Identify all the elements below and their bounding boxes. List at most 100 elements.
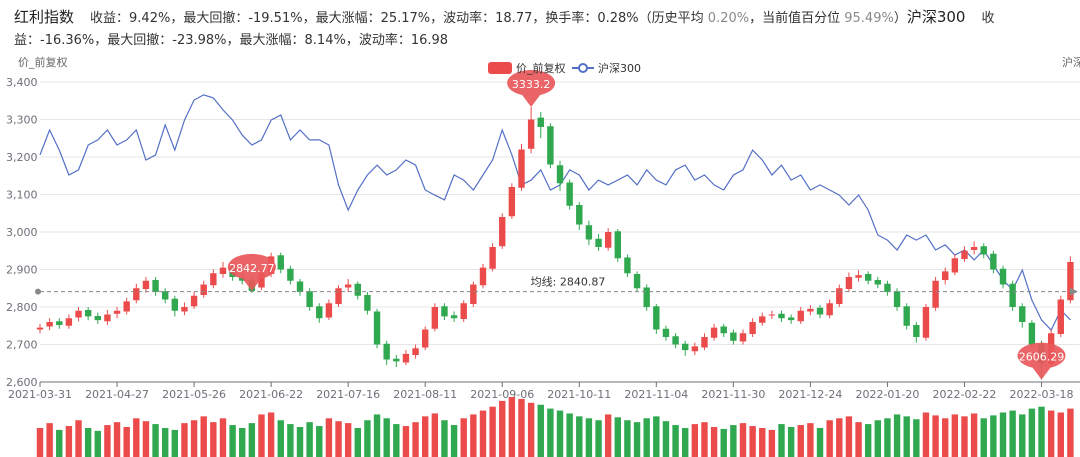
legend-label: 沪深300 <box>598 61 641 75</box>
candle-body <box>479 267 487 286</box>
mark-point: 2842.77 <box>227 253 276 291</box>
candle-body <box>922 307 930 338</box>
mark-point: 2606.29 <box>1017 342 1066 380</box>
candle-body <box>104 314 111 322</box>
x-tick-label: 2021-11-04 <box>624 388 688 401</box>
candle-body <box>787 317 795 321</box>
candle-body <box>566 182 573 206</box>
legend-dot <box>578 63 588 73</box>
candle-body <box>287 268 294 281</box>
volume-bar <box>999 412 1007 457</box>
candle-body <box>864 274 872 281</box>
volume-bar <box>604 414 612 457</box>
y-tick-label: 2,800 <box>6 301 38 314</box>
candle-body <box>113 310 121 314</box>
volume-bar <box>123 427 130 457</box>
volume-bar <box>460 418 467 457</box>
volume-bar <box>200 416 207 457</box>
x-tick-label: 2021-09-06 <box>470 388 534 401</box>
volume-bar <box>797 425 804 457</box>
volume-bar <box>518 398 525 457</box>
y-axis-label: 价_前复权 <box>18 55 68 69</box>
volume-bar <box>258 414 265 457</box>
volume-bar <box>450 425 458 457</box>
volume-bar <box>951 414 959 457</box>
volume-bar <box>239 427 246 457</box>
candle-body <box>768 314 776 316</box>
mark-label: 2842.77 <box>229 262 275 275</box>
candle-body <box>643 287 650 307</box>
candle-body <box>277 255 284 270</box>
candle-body <box>682 343 689 351</box>
x-tick-label: 2021-07-16 <box>316 388 380 401</box>
y-tick-label: 2,700 <box>6 339 38 352</box>
candle-body <box>1019 306 1026 322</box>
candle-body <box>190 295 198 307</box>
mean-arrow <box>1070 287 1078 296</box>
volume-bar <box>65 426 73 457</box>
volume-bar <box>171 429 179 457</box>
candle-body <box>210 273 217 286</box>
stats-text: ，当前值百分位 <box>749 11 845 26</box>
volume-bar <box>354 427 361 457</box>
candle-body <box>383 343 390 360</box>
candle-body <box>142 280 150 289</box>
candle-body <box>441 306 448 317</box>
volume-bar <box>826 420 833 457</box>
volume-bar <box>383 418 390 457</box>
candle-body <box>1057 299 1064 334</box>
volume-bar <box>84 427 92 457</box>
y-tick-label: 3,000 <box>6 226 38 239</box>
volume-bar <box>412 422 419 457</box>
candle-body <box>152 280 159 292</box>
legend-swatch <box>488 62 512 74</box>
candle-body <box>537 117 544 127</box>
candle-body <box>826 303 833 316</box>
volume-bar <box>710 427 718 457</box>
candle-body <box>836 288 843 304</box>
candle-body <box>893 291 901 307</box>
candle-body <box>56 321 63 325</box>
volume-bar <box>739 423 747 457</box>
index-stats: 收益：9.42%，最大回撤：-19.51%，最大涨幅：25.17%，波动率：18… <box>90 11 708 26</box>
benchmark-name: 沪深300 <box>906 8 966 26</box>
volume-bar <box>730 425 737 457</box>
candle-body <box>739 333 747 342</box>
volume-bar <box>653 416 660 457</box>
volume-bar <box>1047 410 1055 457</box>
candle-body <box>161 291 169 300</box>
candle-body <box>547 126 554 165</box>
candle-body <box>691 346 699 352</box>
volume-bar <box>884 418 891 457</box>
candle-body <box>123 301 130 312</box>
volume-bar <box>508 397 516 457</box>
y-tick-label: 3,200 <box>6 151 38 164</box>
volume-bar <box>778 424 785 457</box>
candle-body <box>961 250 968 259</box>
candle-body <box>1028 322 1036 345</box>
volume-bar <box>970 413 978 457</box>
mark-label: 2606.29 <box>1019 351 1065 364</box>
candle-body <box>585 225 593 240</box>
volume-bar <box>643 418 650 457</box>
volume-bar <box>624 420 631 457</box>
volume-bar <box>556 410 564 457</box>
candle-body <box>508 187 516 217</box>
candle-body <box>1067 262 1074 301</box>
volume-bar <box>691 424 699 457</box>
candle-body <box>422 329 429 348</box>
candle-body <box>942 271 949 280</box>
candle-body <box>614 231 621 259</box>
candle-body <box>133 288 140 301</box>
volume-bar <box>585 418 593 457</box>
volume-bar <box>672 425 679 457</box>
x-tick-label: 2022-02-22 <box>933 388 997 401</box>
volume-bar <box>75 420 82 457</box>
candle-body <box>990 253 997 270</box>
legend: 价_前复权 沪深300 <box>488 61 641 75</box>
x-tick-label: 2021-05-26 <box>162 388 226 401</box>
volume-bar <box>682 427 689 457</box>
candle-body <box>306 291 313 307</box>
volume-bar <box>816 427 824 457</box>
candle-body <box>46 322 53 327</box>
